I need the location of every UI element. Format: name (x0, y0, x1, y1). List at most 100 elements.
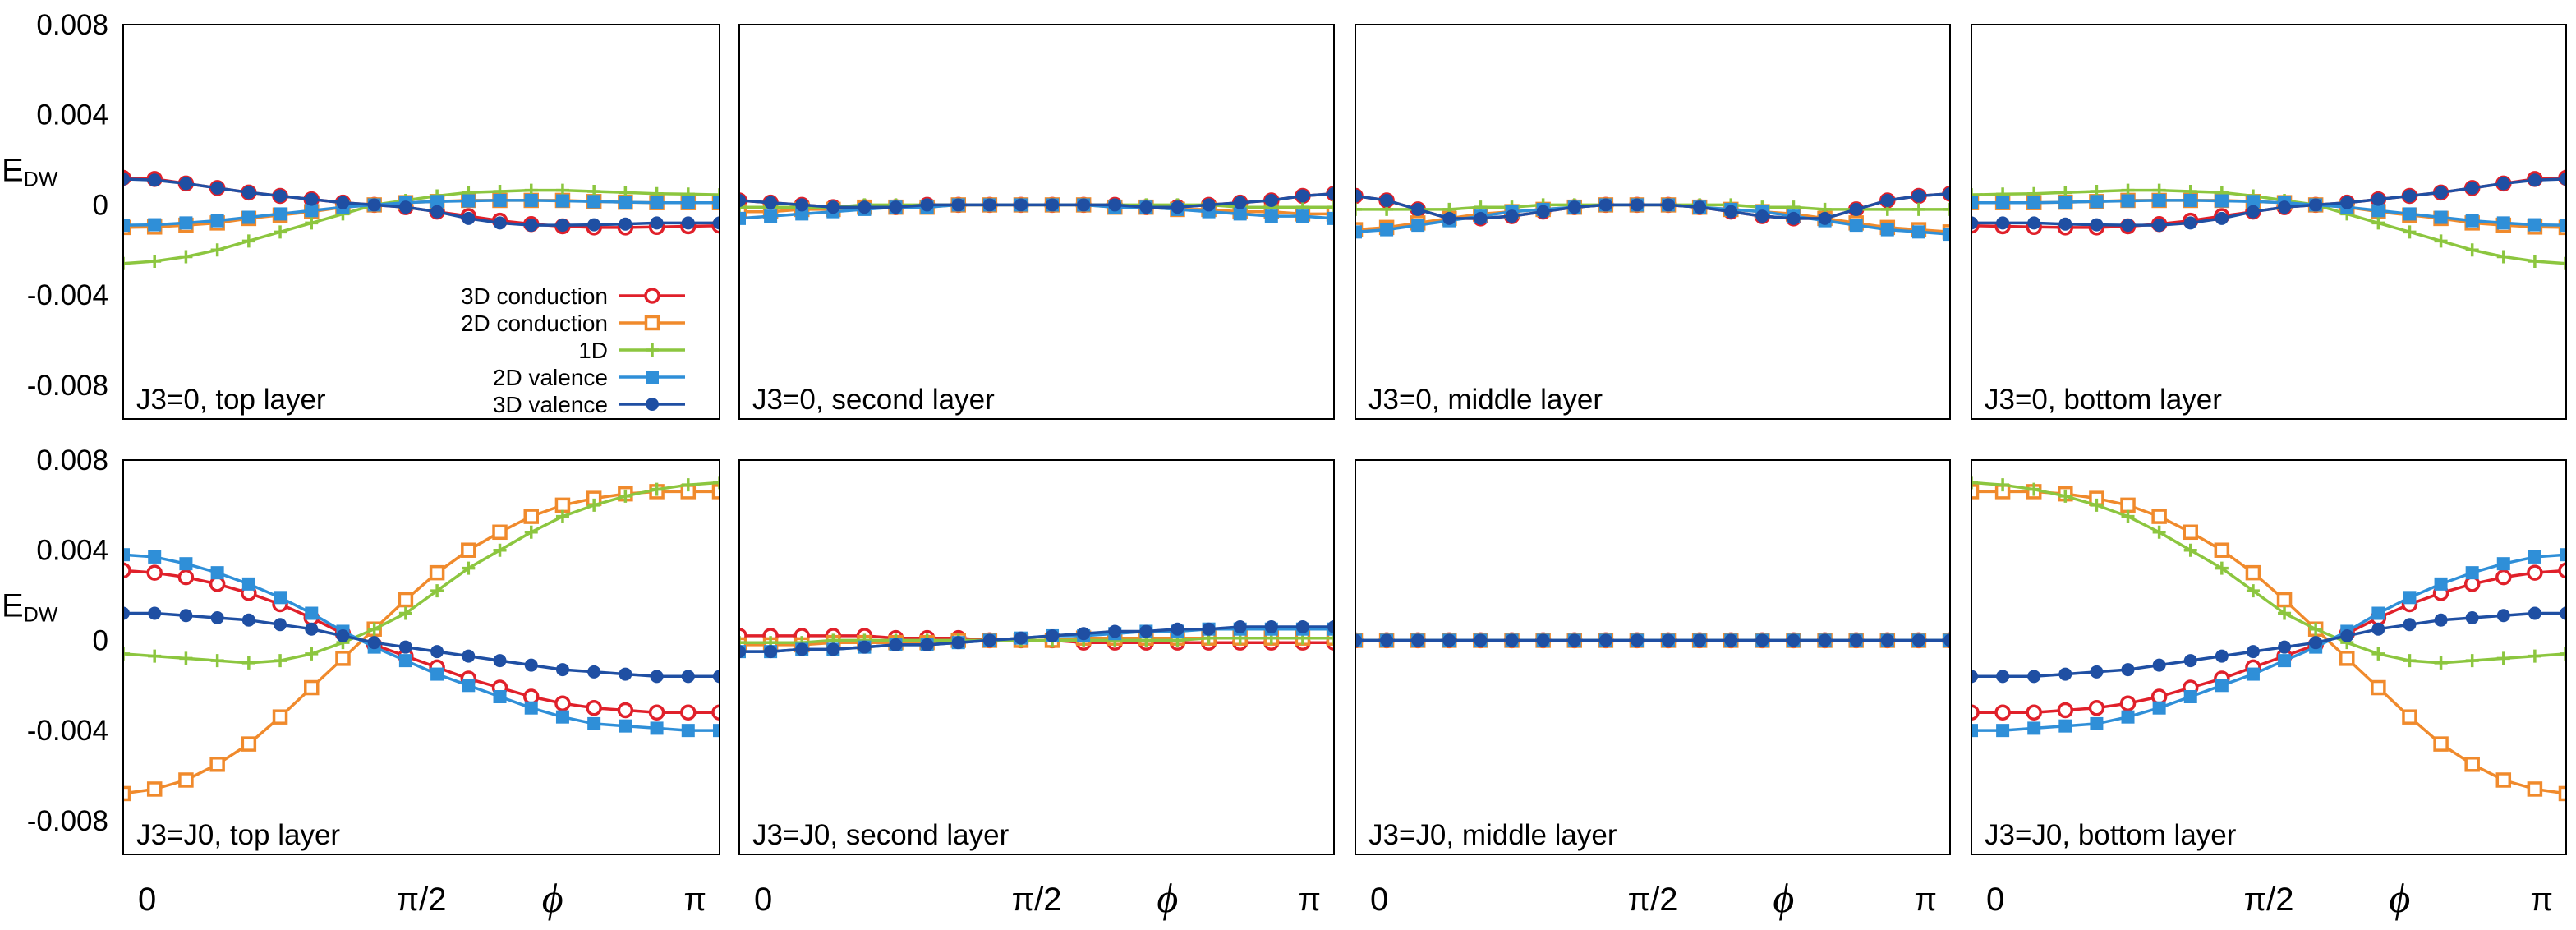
panel-background (739, 25, 1334, 419)
data-point-3d-conduction (2527, 564, 2543, 581)
data-point-2d-conduction (2339, 651, 2355, 666)
data-point-2d-conduction (304, 679, 320, 696)
panel-j3-j0-bottom-layer: J3=J0, bottom layer (1971, 459, 2567, 855)
data-point-3d-valence (398, 200, 412, 214)
data-point-1d (123, 256, 130, 270)
data-point-2d-valence (681, 724, 695, 738)
data-point-2d-valence (210, 566, 224, 580)
data-point-1d (2403, 225, 2417, 239)
x-tick-label: 0 (138, 882, 156, 918)
data-point-2d-valence (764, 209, 778, 223)
data-point-3d-valence (739, 645, 746, 659)
data-point-3d-valence (2496, 609, 2510, 623)
panel-frame (738, 24, 1335, 420)
data-point-1d (713, 188, 720, 202)
data-point-3d-valence (1971, 216, 1978, 230)
data-point-1d (242, 656, 255, 670)
data-point-2d-valence (587, 716, 601, 730)
data-point-3d-valence (2215, 649, 2229, 663)
data-point-3d-valence (1014, 631, 1028, 645)
panel-title: J3=0, top layer (136, 384, 326, 416)
data-point-2d-conduction (272, 709, 288, 725)
data-point-2d-valence (2465, 214, 2479, 228)
data-point-1d (2371, 216, 2385, 230)
data-point-3d-valence (920, 638, 934, 651)
data-point-1d (2278, 606, 2292, 620)
series-3d-valence (739, 619, 1334, 659)
data-point-3d-valence (1264, 619, 1278, 633)
legend-label: 2D valence (493, 365, 608, 390)
data-point-3d-conduction (711, 704, 720, 721)
panel-j3-j0-top-layer: J3=J0, top layer (122, 459, 720, 855)
data-point-1d (1327, 200, 1334, 214)
data-point-3d-valence (1442, 633, 1456, 647)
y-tick-label: 0 (93, 189, 108, 221)
data-point-2d-valence (2246, 667, 2260, 681)
data-point-1d (305, 647, 319, 661)
data-point-2d-valence (2465, 566, 2479, 580)
data-point-3d-valence (795, 198, 809, 212)
x-tick-label: π/2 (1012, 882, 1062, 918)
data-point-1d (2496, 250, 2510, 264)
data-point-1d (2496, 651, 2510, 665)
data-point-1d (2309, 622, 2323, 636)
data-point-2d-conduction (2527, 781, 2543, 797)
legend-label: 2D conduction (461, 311, 608, 336)
panel-background (739, 460, 1334, 854)
data-point-3d-valence (305, 192, 319, 206)
panel-j3-0-second-layer: J3=0, second layer (738, 24, 1335, 420)
data-point-3d-valence (1755, 633, 1769, 647)
data-point-2d-valence (2152, 701, 2166, 715)
data-point-1d (524, 525, 538, 539)
data-point-3d-valence (2340, 628, 2354, 642)
data-point-3d-valence (1295, 189, 1309, 203)
plot-area (739, 619, 1334, 659)
data-point-3d-valence (1264, 193, 1278, 207)
plot-area (1971, 169, 2566, 270)
data-point-2d-valence (1996, 196, 2010, 209)
data-point-2d-valence (587, 195, 601, 209)
data-point-3d-valence (1046, 198, 1060, 212)
data-point-3d-valence (2278, 640, 2292, 654)
data-point-1d (2560, 647, 2566, 661)
data-point-2d-valence (619, 719, 632, 733)
data-point-3d-valence (650, 670, 664, 684)
series-3d-valence (1971, 172, 2566, 232)
data-point-3d-valence (982, 633, 996, 647)
y-tick-label: 0.004 (36, 99, 108, 131)
data-point-2d-valence (1971, 196, 1978, 209)
data-point-2d-conduction (523, 509, 539, 524)
data-point-1d (2434, 656, 2448, 670)
data-point-3d-valence (1787, 211, 1801, 225)
y-tick-label: 0 (93, 624, 108, 656)
data-point-2d-valence (619, 196, 632, 209)
data-point-3d-valence (179, 177, 193, 191)
legend-entry-2d-conduction: 2D conduction (461, 311, 685, 336)
data-point-3d-valence (367, 198, 381, 212)
data-point-2d-conduction (2214, 542, 2230, 558)
data-point-3d-valence (148, 173, 162, 187)
data-point-1d (587, 498, 601, 512)
legend-marker (644, 288, 660, 304)
data-point-3d-valence (1139, 200, 1153, 214)
data-point-2d-conduction (178, 772, 194, 788)
data-point-3d-valence (2027, 216, 2041, 230)
data-point-3d-valence (336, 628, 350, 642)
x-tick-label: π (2530, 882, 2553, 918)
series-3d-valence (123, 172, 720, 232)
series-3d-valence (739, 186, 1334, 214)
data-point-2d-valence (2496, 216, 2510, 230)
legend-marker (644, 315, 660, 331)
data-point-3d-valence (1202, 622, 1216, 636)
panel-title: J3=J0, middle layer (1368, 819, 1617, 851)
data-point-3d-valence (1662, 198, 1676, 212)
data-point-2d-valence (493, 690, 507, 703)
data-point-3d-valence (274, 189, 288, 203)
legend-label: 3D valence (493, 392, 608, 417)
data-point-1d (713, 476, 720, 490)
data-point-3d-valence (1567, 200, 1581, 214)
data-point-3d-valence (2465, 181, 2479, 195)
data-point-2d-conduction (2433, 736, 2449, 752)
data-point-3d-valence (2027, 670, 2041, 684)
data-point-1d (2465, 654, 2479, 668)
